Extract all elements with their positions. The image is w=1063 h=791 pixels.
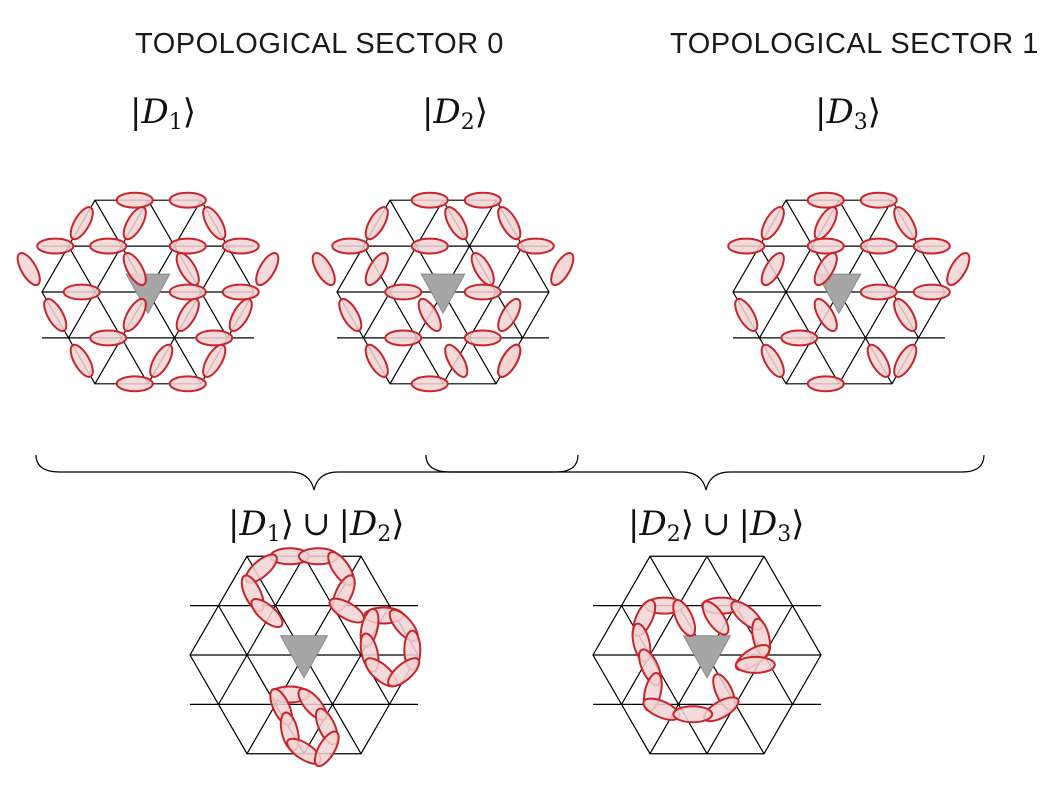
dimer [760,206,785,241]
dimer [168,283,207,301]
dimer [946,252,971,287]
dimer [69,206,94,241]
dimer [62,283,101,301]
dimer [893,206,918,241]
dimer [806,237,845,255]
dimer [255,252,280,287]
lattice-d1 [16,191,280,393]
defect-triangle [279,635,329,679]
lattice-d2-union-d3 [592,555,822,755]
sector-0-title: TOPOLOGICAL SECTOR 0 [135,28,504,60]
dimer [497,343,522,378]
dimer [115,191,154,209]
dimer [168,375,207,393]
dimer [672,599,697,637]
dimer [417,297,442,332]
dimer [734,297,759,332]
ket-d1-union-d2: |D1⟩ ∪ |D2⟩ [228,504,405,547]
dimer [16,252,41,287]
dimer [893,343,918,378]
dimer [122,206,147,241]
dimer [168,237,207,255]
dimer [175,252,200,287]
lattice-d2 [311,191,575,393]
dimer [221,283,260,301]
dimer [221,237,260,255]
dimer [735,655,776,674]
defect-triangle [420,273,466,315]
dimer [497,206,522,241]
dimer [410,237,449,255]
dimer [410,191,449,209]
dimer [168,191,207,209]
dimer [463,283,502,301]
dimer [859,283,898,301]
sector-1-title: TOPOLOGICAL SECTOR 1 [670,28,1039,60]
dimer [311,252,336,287]
dimer [859,191,898,209]
dimer [893,297,918,332]
dimer [115,375,154,393]
dimer [149,343,174,378]
dimer [89,329,128,347]
ket-d2-union-d3: |D2⟩ ∪ |D3⟩ [628,504,805,547]
dimer [202,343,227,378]
dimer [780,329,819,347]
dimer [727,237,766,255]
dimer [444,206,469,241]
dimer [364,343,389,378]
dimer [195,329,234,347]
dimer [806,191,845,209]
dimer [912,283,951,301]
dimer [364,252,389,287]
dimer [912,237,951,255]
dimer [410,375,449,393]
dimer [338,297,363,332]
dimer [384,329,423,347]
dimer [387,657,421,688]
defect-triangle [682,635,732,679]
ket-d1: |D1⟩ [130,92,196,135]
dimer [806,375,845,393]
dimer [43,297,68,332]
dimer [384,283,423,301]
dimer [228,297,253,332]
dimer [175,297,200,332]
lattice-d1-union-d2 [189,547,422,768]
dimer [550,252,575,287]
ket-d3: |D3⟩ [815,92,881,135]
dimer [69,343,94,378]
dimer [122,297,147,332]
ket-d2: |D2⟩ [422,92,488,135]
dimer [313,730,340,768]
defect-triangle [816,273,862,315]
dimer [444,343,469,378]
dimer [463,329,502,347]
dimer [122,252,147,287]
brace-d2-d3 [425,454,985,491]
lattice-d3 [727,191,971,393]
brace-d1-d2 [35,454,579,491]
braces [35,454,985,491]
dimer [672,705,714,724]
dimer [331,237,370,255]
dimer [813,206,838,241]
dimer [813,252,838,287]
dimer [813,297,838,332]
dimer [516,237,555,255]
dimer [866,343,891,378]
dimer [364,206,389,241]
dimer [89,237,128,255]
dimer [470,252,495,287]
dimer [497,297,522,332]
dimer [463,191,502,209]
dimer [250,597,284,629]
dimer [760,252,785,287]
dimer [36,237,75,255]
dimer [202,206,227,241]
dimer [760,343,785,378]
dimer [859,237,898,255]
dimer [701,600,730,636]
